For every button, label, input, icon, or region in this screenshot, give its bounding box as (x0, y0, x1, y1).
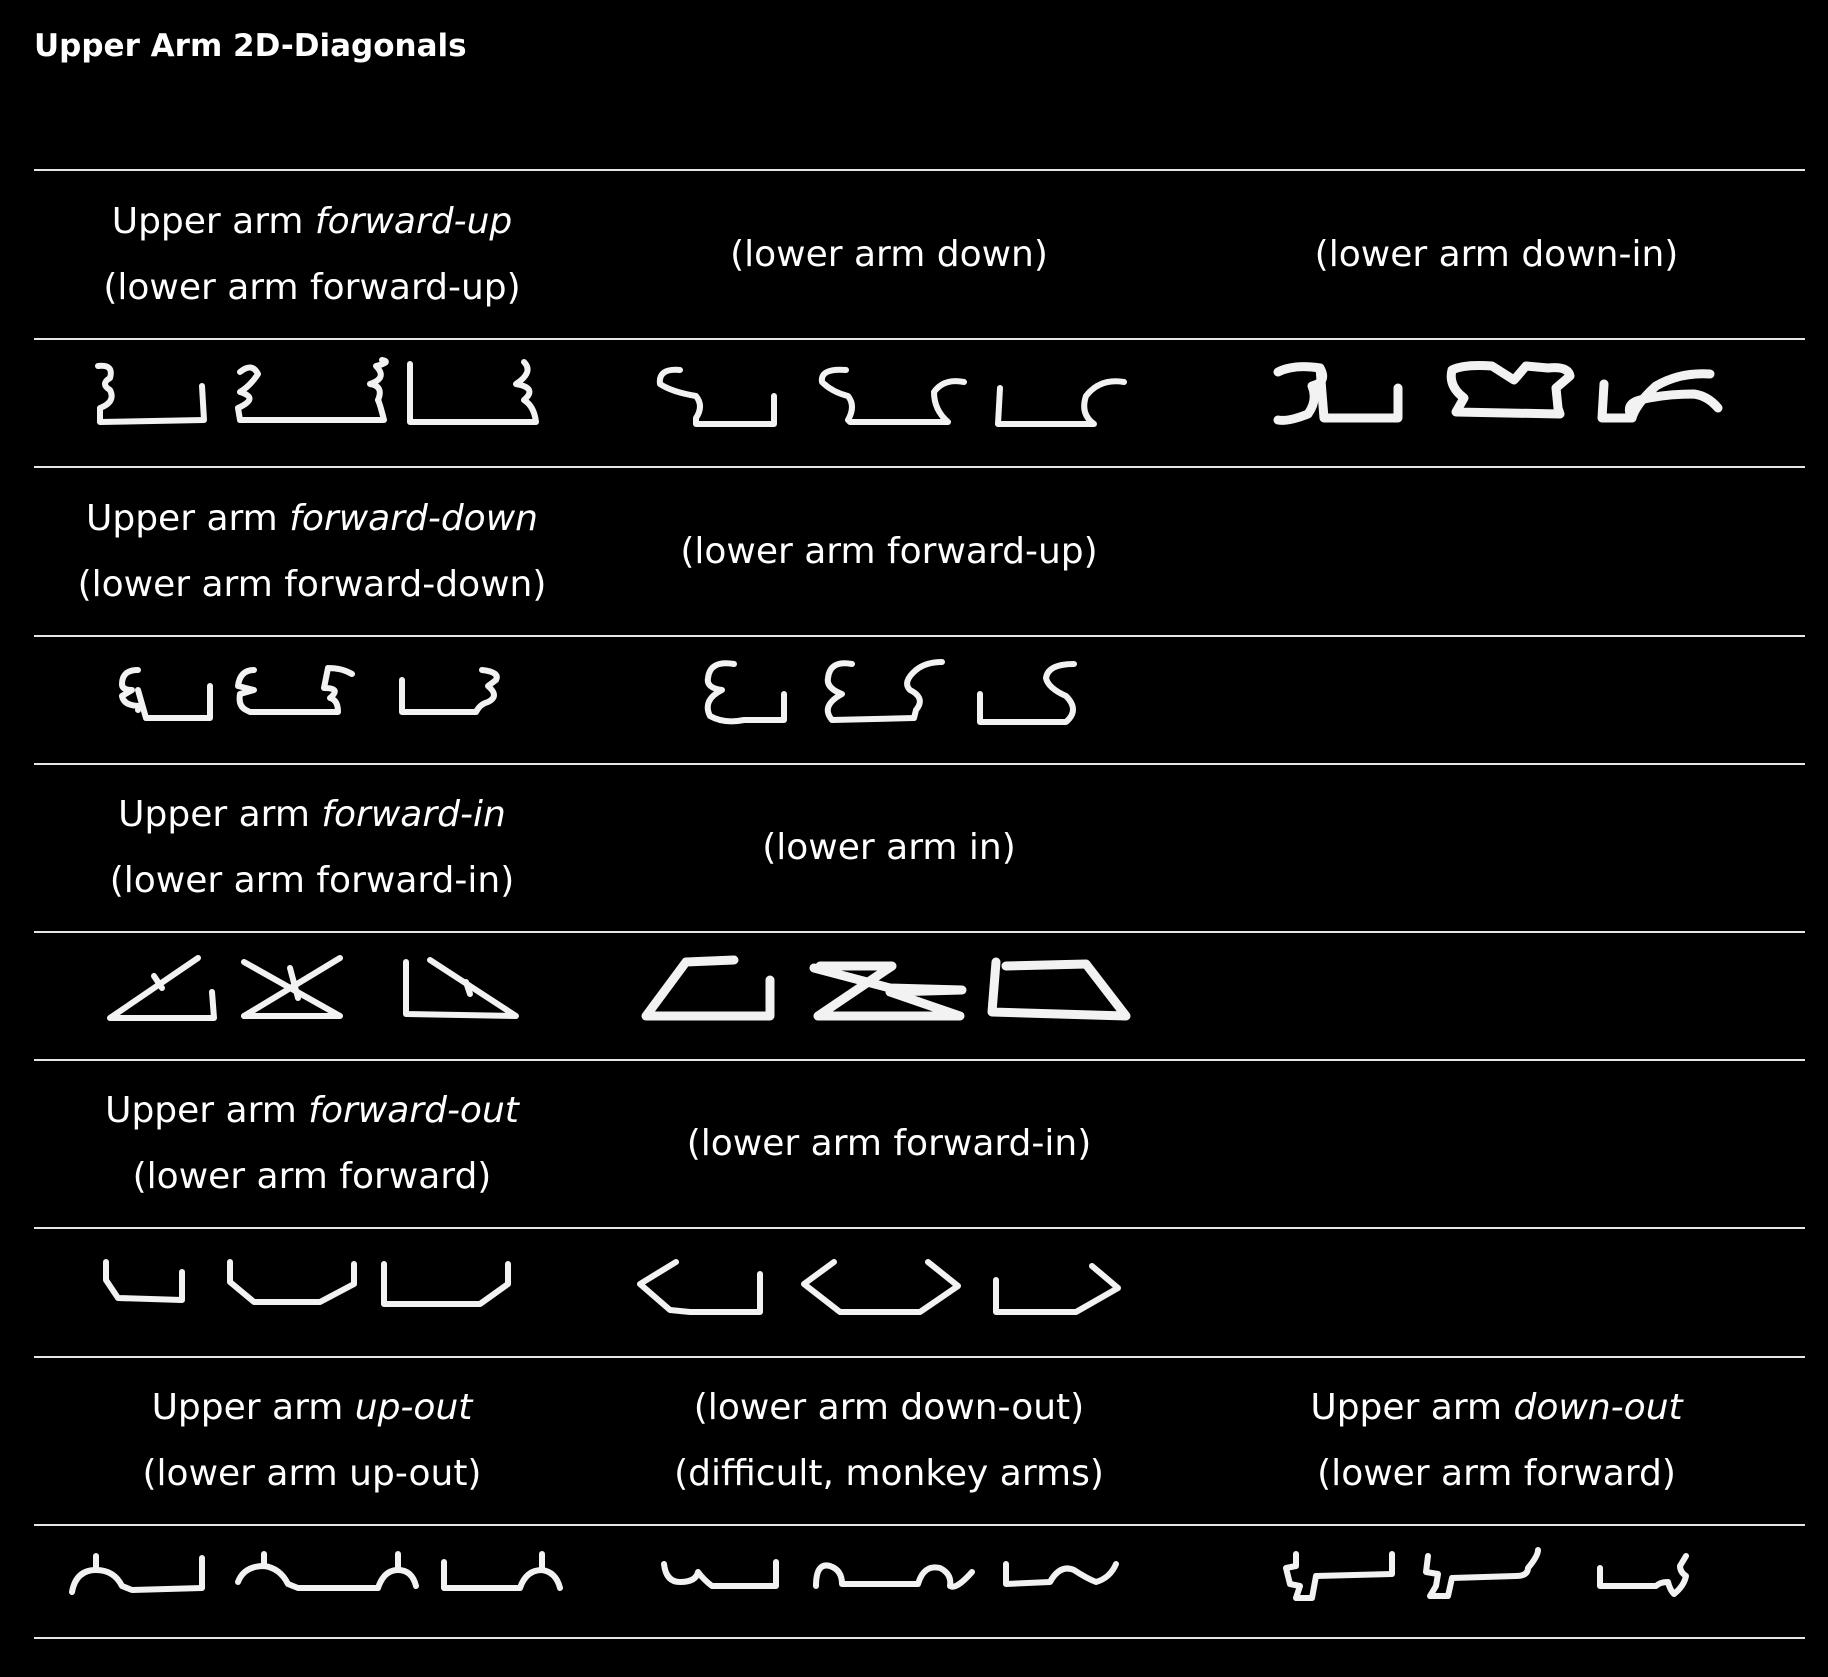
label-direction: up-out (354, 1387, 473, 1428)
arm-glyph-forward-down-lower-forward-down-icon (116, 660, 516, 730)
table-rule (34, 931, 1805, 933)
label-lower-arm: (lower arm forward-up) (680, 530, 1098, 572)
label-lower-arm: (lower arm forward-up) (103, 266, 521, 308)
table-rule (34, 1524, 1805, 1526)
arm-glyph-forward-down-lower-forward-up-icon (694, 654, 1094, 734)
column-label-lower-arm-in: (lower arm in) (590, 765, 1188, 931)
label-prefix: Upper arm (118, 794, 322, 835)
table-rule (34, 1227, 1805, 1229)
table-rule (34, 1356, 1805, 1358)
arm-glyph-forward-up-lower-down-icon (652, 362, 1132, 434)
label-direction: forward-up (314, 200, 513, 242)
label-lower-arm: (lower arm in) (762, 827, 1016, 868)
table-rule (34, 338, 1805, 340)
label-prefix: Upper arm (1310, 1387, 1514, 1428)
section-label-down-out: Upper arm down-out (lower arm forward) (1188, 1358, 1805, 1524)
column-label-lower-arm-down-in: (lower arm down-in) (1188, 171, 1805, 338)
section-label-forward-up: Upper arm forward-up (lower arm forward-… (34, 171, 590, 338)
arm-glyph-down-out-lower-forward-icon (1276, 1546, 1716, 1608)
label-prefix: Upper arm (86, 497, 290, 539)
label-prefix: Upper arm (105, 1090, 309, 1131)
label-note: (difficult, monkey arms) (674, 1453, 1104, 1494)
arm-glyph-forward-in-lower-in-icon (640, 952, 1140, 1026)
section-label-up-out: Upper arm up-out (lower arm up-out) (34, 1358, 590, 1524)
label-lower-arm: (lower arm down) (730, 233, 1048, 275)
arm-glyph-forward-in-lower-forward-in-icon (104, 952, 524, 1026)
label-lower-arm: (lower arm forward-in) (109, 860, 515, 901)
table-rule (34, 169, 1805, 171)
label-lower-arm: (lower arm down-out) (693, 1387, 1085, 1428)
label-lower-arm: (lower arm forward-down) (77, 563, 547, 605)
label-lower-arm: (lower arm forward-in) (686, 1123, 1092, 1164)
label-prefix: Upper arm (151, 1387, 355, 1428)
table-rule (34, 763, 1805, 765)
table-rule (34, 1059, 1805, 1061)
table-rule (34, 1637, 1805, 1639)
arm-glyph-forward-out-lower-forward-in-icon (630, 1250, 1150, 1330)
label-lower-arm: (lower arm forward) (1317, 1453, 1676, 1494)
arm-glyph-up-out-lower-down-out-icon (656, 1552, 1126, 1602)
column-label-lower-arm-down: (lower arm down) (590, 171, 1188, 338)
arm-glyph-forward-up-lower-forward-up-icon (88, 356, 548, 432)
label-lower-arm: (lower arm up-out) (142, 1453, 482, 1494)
label-direction: forward-in (321, 794, 506, 835)
table-rule (34, 635, 1805, 637)
column-label-lower-arm-forward-up: (lower arm forward-up) (590, 468, 1188, 635)
arm-glyph-forward-out-lower-forward-icon (98, 1254, 538, 1318)
label-direction: forward-out (308, 1090, 519, 1131)
section-label-forward-out: Upper arm forward-out (lower arm forward… (34, 1061, 590, 1227)
column-label-lower-arm-down-out: (lower arm down-out) (difficult, monkey … (590, 1358, 1188, 1524)
label-lower-arm: (lower arm forward) (132, 1156, 492, 1197)
label-direction: forward-down (289, 497, 538, 539)
label-direction: down-out (1513, 1387, 1683, 1428)
section-label-forward-in: Upper arm forward-in (lower arm forward-… (34, 765, 590, 931)
column-label-lower-arm-forward-in: (lower arm forward-in) (590, 1061, 1188, 1227)
section-label-forward-down: Upper arm forward-down (lower arm forwar… (34, 468, 590, 635)
arm-glyph-up-out-lower-up-out-icon (66, 1548, 566, 1604)
table-rule (34, 466, 1805, 468)
label-prefix: Upper arm (111, 200, 315, 242)
arm-glyph-forward-up-lower-down-in-icon (1268, 356, 1728, 436)
label-lower-arm: (lower arm down-in) (1314, 233, 1679, 275)
page-title: Upper Arm 2D-Diagonals (34, 28, 467, 64)
